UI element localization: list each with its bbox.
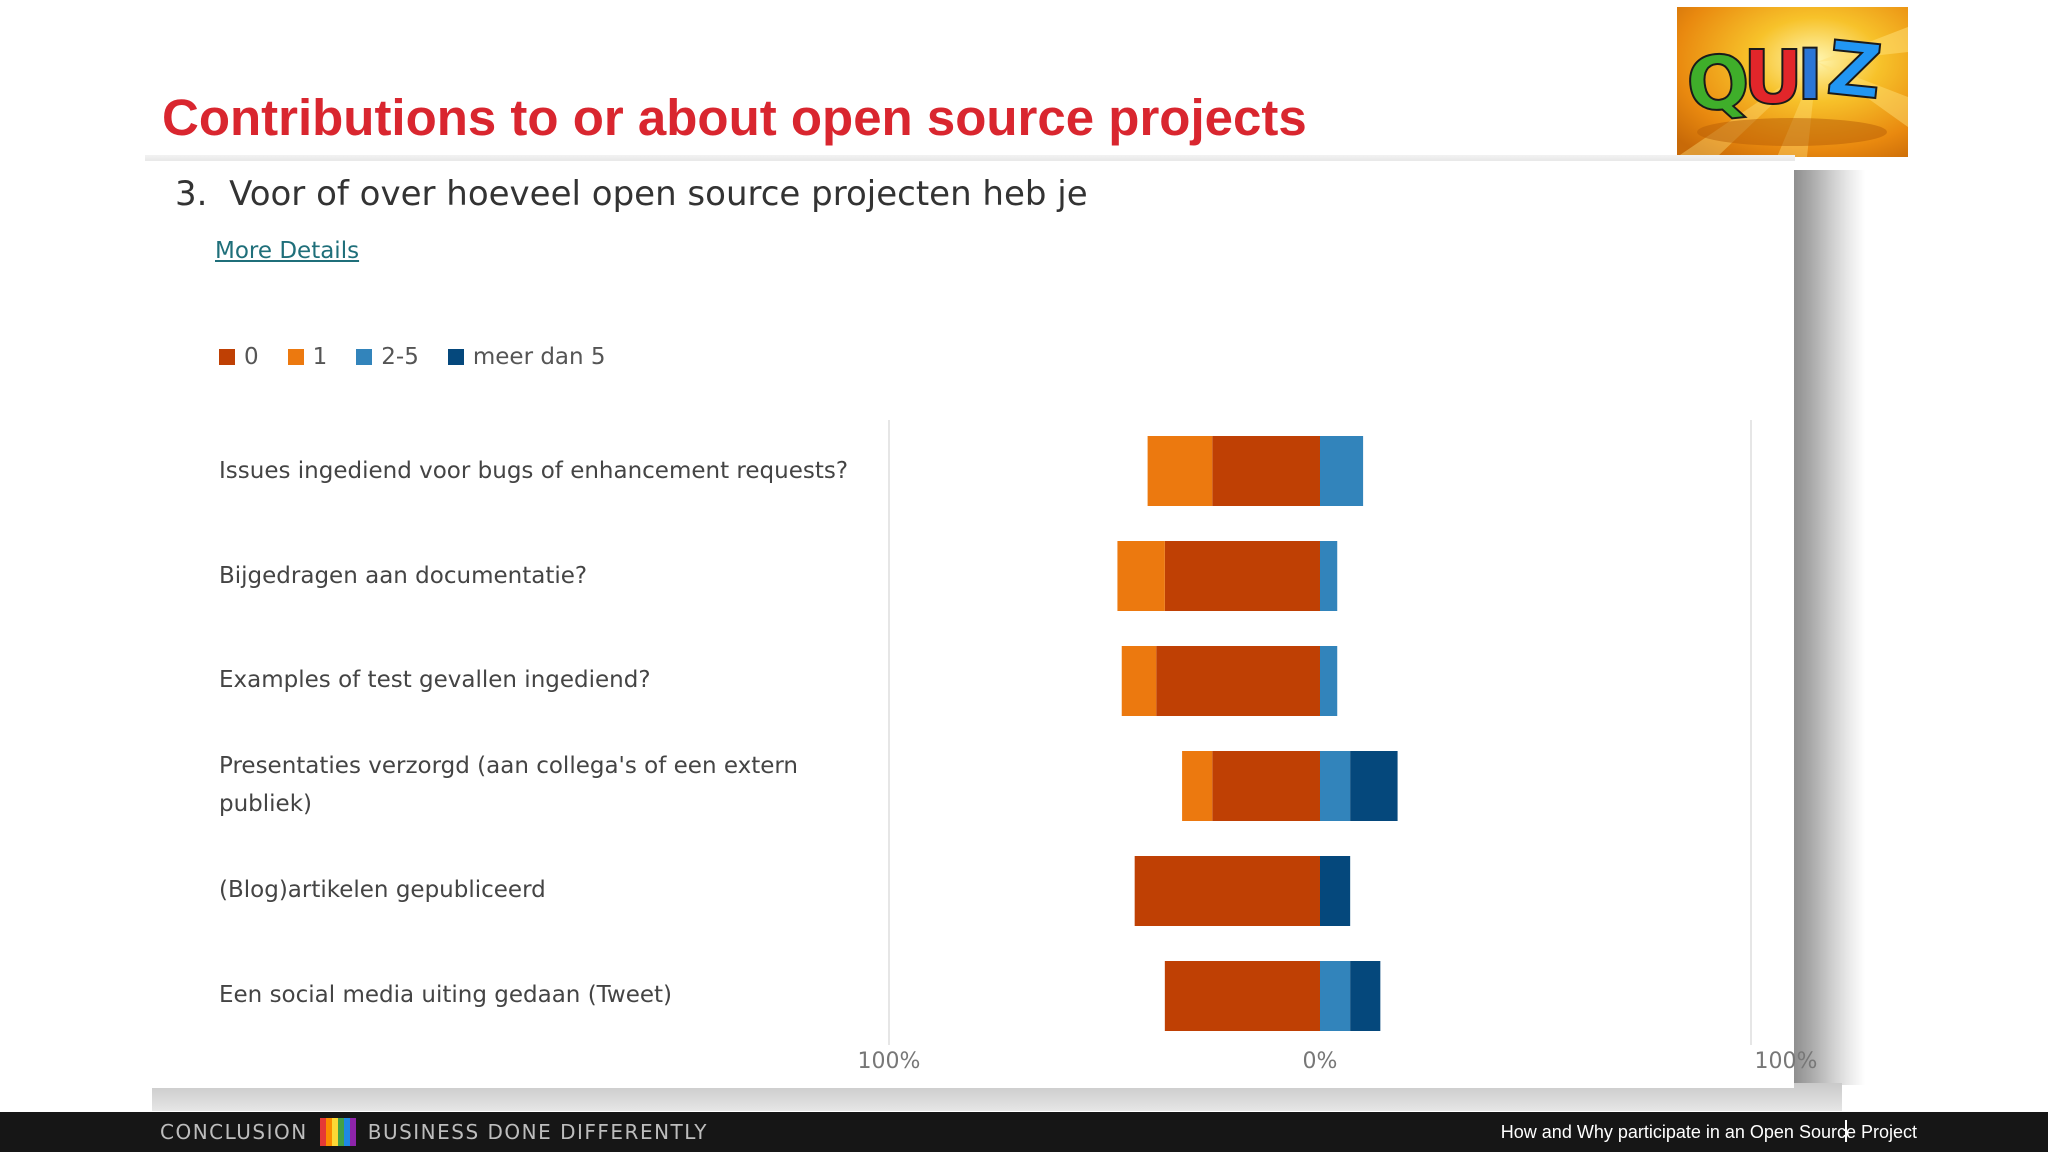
legend-item-0: 0 (219, 344, 259, 370)
diverging-bar-chart: 100% 0% 100% (858, 420, 1818, 1074)
bar-segment-2-5 (1320, 961, 1351, 1031)
bar-segment-meer-dan-5 (1320, 856, 1351, 926)
legend-swatch (219, 349, 235, 365)
footer-bar: CONCLUSION BUSINESS DONE DIFFERENTLY How… (0, 1112, 2048, 1152)
brand-stripes (319, 1118, 356, 1146)
bar-segment-1 (1182, 751, 1213, 821)
bar-segment-1 (1121, 646, 1157, 716)
brand-stripe (337, 1118, 344, 1146)
bar-segment-2-5 (1320, 541, 1338, 611)
footer-left-label: CONCLUSION (160, 1120, 308, 1144)
slide-title: Contributions to or about open source pr… (162, 89, 1307, 146)
chart-legend: 0 1 2-5 meer dan 5 (219, 344, 635, 370)
category-label: (Blog)artikelen gepubliceerd (219, 877, 546, 903)
svg-text:Z: Z (1823, 25, 1885, 116)
legend-label: 2-5 (381, 344, 419, 370)
category-label: Bijgedragen aan documentatie? (219, 563, 588, 589)
legend-item-meer-dan-5: meer dan 5 (447, 344, 606, 370)
svg-text:I: I (1797, 34, 1823, 116)
legend-item-2-5: 2-5 (356, 344, 419, 370)
legend-label: meer dan 5 (472, 344, 606, 370)
legend-swatch (287, 349, 304, 365)
brand-stripe (325, 1118, 332, 1146)
x-tick-label: 0% (1303, 1049, 1338, 1074)
bar-segment-0 (1212, 436, 1320, 506)
bar-segment-2-5 (1320, 751, 1351, 821)
question-text: Voor of over hoeveel open source project… (229, 174, 1088, 214)
brand-stripe (331, 1118, 338, 1146)
brand-stripe (349, 1118, 356, 1146)
bar-segment-0 (1164, 541, 1320, 611)
legend-swatch (447, 349, 464, 365)
legend-label: 0 (244, 344, 259, 370)
legend-swatch (356, 349, 373, 365)
quiz-logo: Q U I Z (1677, 7, 1908, 157)
question-number: 3. (175, 174, 208, 214)
legend-item-1: 1 (287, 344, 328, 370)
bar-segment-1 (1147, 436, 1213, 506)
bar-segment-meer-dan-5 (1350, 961, 1381, 1031)
question-heading: 3. Voor of over hoeveel open source proj… (175, 174, 1088, 214)
legend-label: 1 (312, 344, 328, 370)
brand-stripe (343, 1118, 350, 1146)
bar-segment-2-5 (1320, 646, 1338, 716)
footer-brand: CONCLUSION BUSINESS DONE DIFFERENTLY (160, 1118, 708, 1146)
bar-segment-0 (1164, 961, 1320, 1031)
svg-text:Q: Q (1682, 38, 1754, 130)
x-tick-label: 100% (858, 1049, 921, 1074)
category-label: Presentaties verzorgd (aan collega's of … (219, 753, 798, 817)
footer-tagline: BUSINESS DONE DIFFERENTLY (367, 1120, 708, 1144)
bar-segment-0 (1212, 751, 1320, 821)
panel-shadow (1793, 170, 1865, 1085)
svg-text:U: U (1743, 35, 1803, 121)
category-label: Issues ingediend voor bugs of enhancemen… (219, 458, 849, 484)
text-cursor (1845, 1120, 1847, 1142)
title-divider (145, 155, 1795, 161)
more-details-link[interactable]: More Details (215, 238, 360, 264)
bar-segment-1 (1117, 541, 1165, 611)
footer-presentation-title: How and Why participate in an Open Sourc… (1500, 1122, 1917, 1142)
bar-segment-0 (1134, 856, 1320, 926)
bar-segment-meer-dan-5 (1350, 751, 1398, 821)
bar-segment-2-5 (1320, 436, 1364, 506)
category-label: Examples of test gevallen ingediend? (219, 667, 651, 693)
forms-chart-panel (132, 162, 1794, 1088)
category-label: Een social media uiting gedaan (Tweet) (219, 982, 673, 1008)
bar-segment-0 (1156, 646, 1320, 716)
brand-stripe (319, 1118, 326, 1146)
x-tick-label: 100% (1755, 1049, 1818, 1074)
